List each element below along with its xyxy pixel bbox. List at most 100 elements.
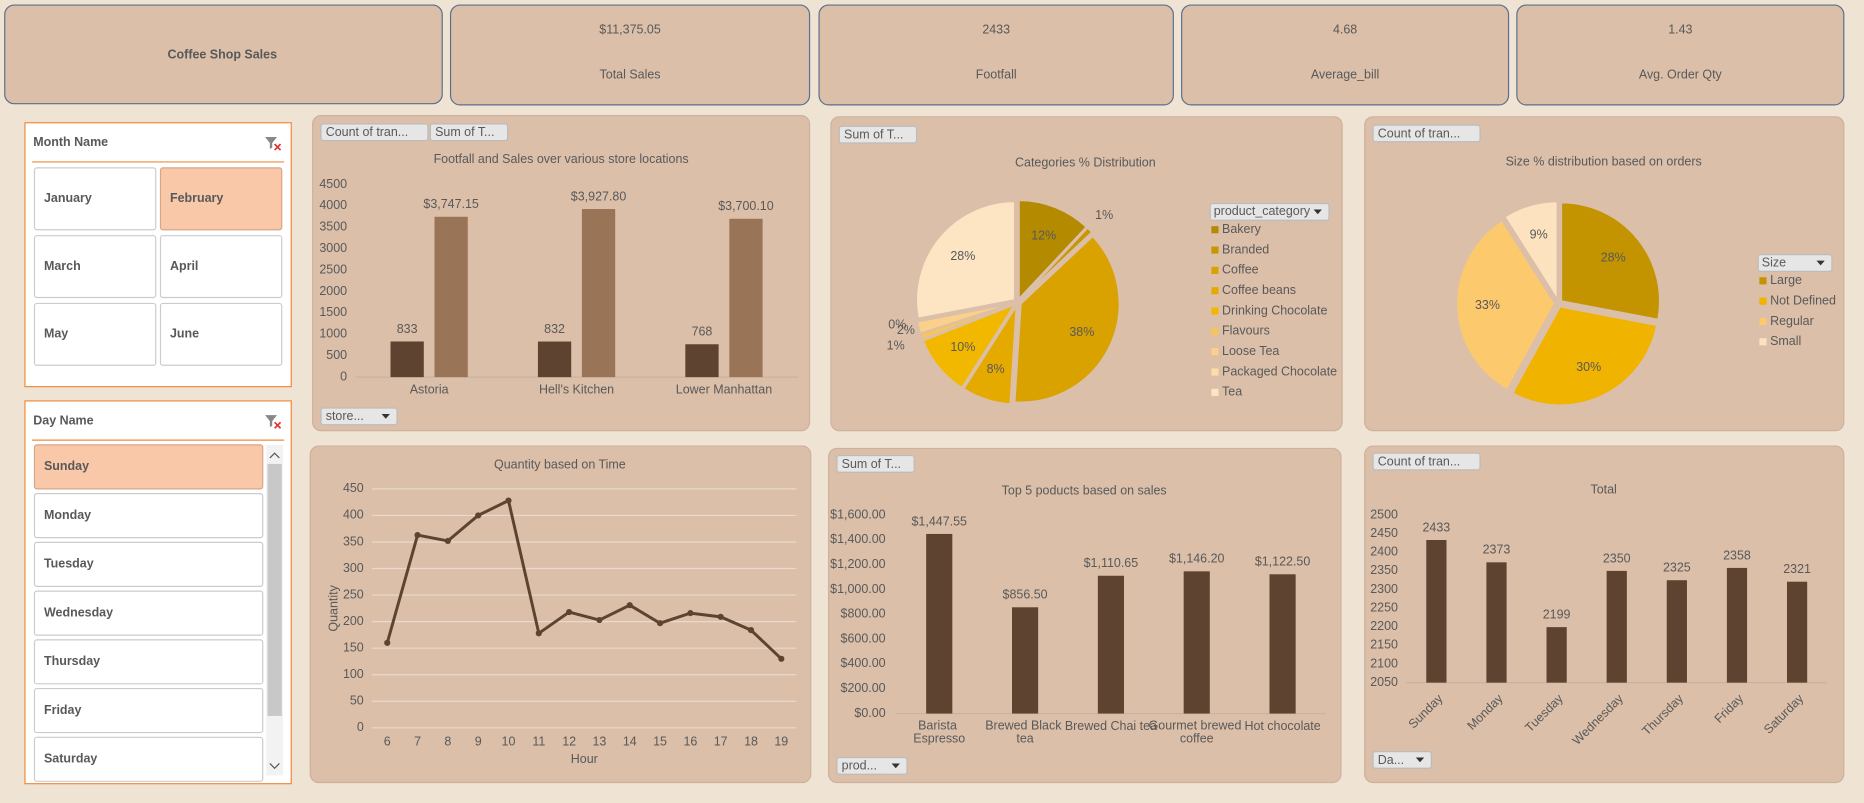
legend-swatch (1759, 277, 1767, 285)
slicer-item-label[interactable]: June (170, 327, 199, 341)
field-button[interactable] (838, 125, 918, 144)
y-tick-label: 2500 (1370, 507, 1398, 521)
x-tick-label: 10 (502, 734, 516, 748)
y-tick-label: 2350 (1370, 563, 1398, 577)
y-tick-label: 250 (343, 587, 364, 601)
scrollbar-thumb[interactable] (267, 463, 282, 716)
field-button[interactable] (320, 407, 398, 426)
dropdown-arrow[interactable] (381, 413, 390, 419)
y-tick-label: 400 (343, 508, 364, 522)
kpi-card (1181, 4, 1510, 106)
kpi-value: $11,375.05 (599, 22, 661, 36)
slicer-item-label[interactable]: Wednesday (44, 605, 113, 619)
scroll-down[interactable] (269, 763, 280, 770)
y-tick-label: 3500 (319, 220, 347, 234)
slicer-item[interactable] (33, 444, 264, 490)
slicer-item[interactable] (159, 167, 283, 231)
y-tick-label: 2150 (1370, 638, 1398, 652)
slicer-item[interactable] (33, 302, 157, 366)
slicer-item[interactable] (33, 493, 264, 539)
x-tick-label: Brewed Black tea (985, 719, 1065, 746)
y-tick-label: 2400 (1370, 545, 1398, 559)
clear-filter-icon[interactable] (265, 136, 277, 149)
y-tick-label: 2250 (1370, 600, 1398, 614)
slicer-item[interactable] (33, 235, 157, 299)
legend-swatch (1759, 317, 1767, 326)
slicer-item[interactable] (33, 736, 264, 782)
x-tick-label: Lower Manhattan (676, 383, 772, 397)
title-box (4, 4, 443, 105)
bar (1666, 580, 1687, 683)
y-tick-label: 2100 (1370, 656, 1398, 670)
field-button[interactable] (320, 123, 429, 142)
field-button-label[interactable]: store... (326, 409, 364, 423)
kpi-card (818, 4, 1174, 106)
point (747, 627, 755, 634)
chart-panel (1364, 445, 1845, 784)
field-button[interactable] (1372, 750, 1432, 769)
field-button-label[interactable]: Count of tran... (1378, 126, 1460, 140)
slicer-item[interactable] (159, 235, 283, 299)
field-button-label[interactable]: Da... (1378, 753, 1404, 767)
slicer-item-label[interactable]: March (44, 259, 81, 273)
slicer-item-label[interactable]: April (170, 259, 198, 273)
slicer-item-label[interactable]: Tuesday (44, 557, 94, 571)
y-tick-label: 1500 (319, 305, 347, 319)
field-button[interactable] (836, 454, 915, 473)
y-tick-label: 3000 (319, 241, 347, 255)
field-button-label[interactable]: Sum of T... (435, 125, 494, 139)
slicer-item[interactable] (33, 590, 264, 636)
scroll-up[interactable] (269, 452, 280, 459)
slicer-item-label[interactable]: Monday (44, 508, 91, 522)
slicer-item[interactable] (33, 167, 157, 231)
pie-slice (1560, 201, 1661, 321)
pie-slice (1013, 234, 1121, 404)
slicer-item-label[interactable]: February (170, 191, 223, 205)
slicer-item[interactable] (33, 639, 264, 685)
bar (685, 344, 719, 378)
field-button-label[interactable]: Count of tran... (1378, 454, 1460, 468)
legend-title[interactable]: product_category (1214, 204, 1311, 218)
y-tick-label: 100 (343, 667, 364, 681)
slicer-item[interactable] (33, 687, 264, 734)
field-button-label[interactable]: Sum of T... (842, 457, 901, 471)
field-button-label[interactable]: Sum of T... (844, 128, 903, 142)
data-label: 2433 (1423, 520, 1451, 534)
field-button-label[interactable]: Count of tran... (326, 125, 408, 139)
data-label: $3,747.15 (423, 197, 479, 211)
legend-swatch (1211, 246, 1219, 254)
slicer-item[interactable] (33, 541, 264, 587)
dropdown-arrow[interactable] (891, 763, 900, 769)
legend-title[interactable]: Size (1762, 255, 1786, 269)
data-label: 10% (950, 340, 975, 354)
point (384, 639, 391, 646)
legend-header[interactable] (1209, 202, 1330, 221)
pie-slice (1018, 199, 1088, 302)
field-button[interactable] (1372, 452, 1481, 471)
field-button[interactable] (836, 756, 908, 775)
slicer-item-label[interactable]: Friday (44, 703, 81, 717)
dropdown-arrow[interactable] (1415, 757, 1425, 763)
legend-header[interactable] (1757, 254, 1833, 272)
field-button[interactable] (429, 123, 509, 142)
legend-label: Regular (1770, 314, 1814, 328)
slicer-item-label[interactable]: Saturday (44, 752, 97, 766)
slicer-item-label[interactable]: January (44, 191, 92, 205)
legend-label: Branded (1222, 242, 1269, 256)
chart-title: Categories % Distribution (1015, 155, 1156, 169)
chart-title: Total (1590, 482, 1616, 496)
dropdown-arrow[interactable] (1313, 209, 1322, 215)
point (566, 608, 573, 616)
slicer-item-label[interactable]: May (44, 327, 68, 341)
legend-label: Flavours (1222, 324, 1270, 338)
legend-swatch (1211, 388, 1219, 396)
slicer-item-label[interactable]: Sunday (44, 459, 89, 473)
slicer-item[interactable] (159, 302, 283, 366)
field-button-label[interactable]: prod... (842, 759, 877, 773)
field-button[interactable] (1372, 124, 1481, 143)
kpi-value: 2433 (982, 22, 1010, 36)
slicer-item-label[interactable]: Thursday (44, 654, 100, 668)
dropdown-arrow[interactable] (1816, 260, 1825, 266)
x-tick-label: 15 (653, 734, 667, 748)
clear-filter-icon[interactable] (265, 415, 277, 428)
